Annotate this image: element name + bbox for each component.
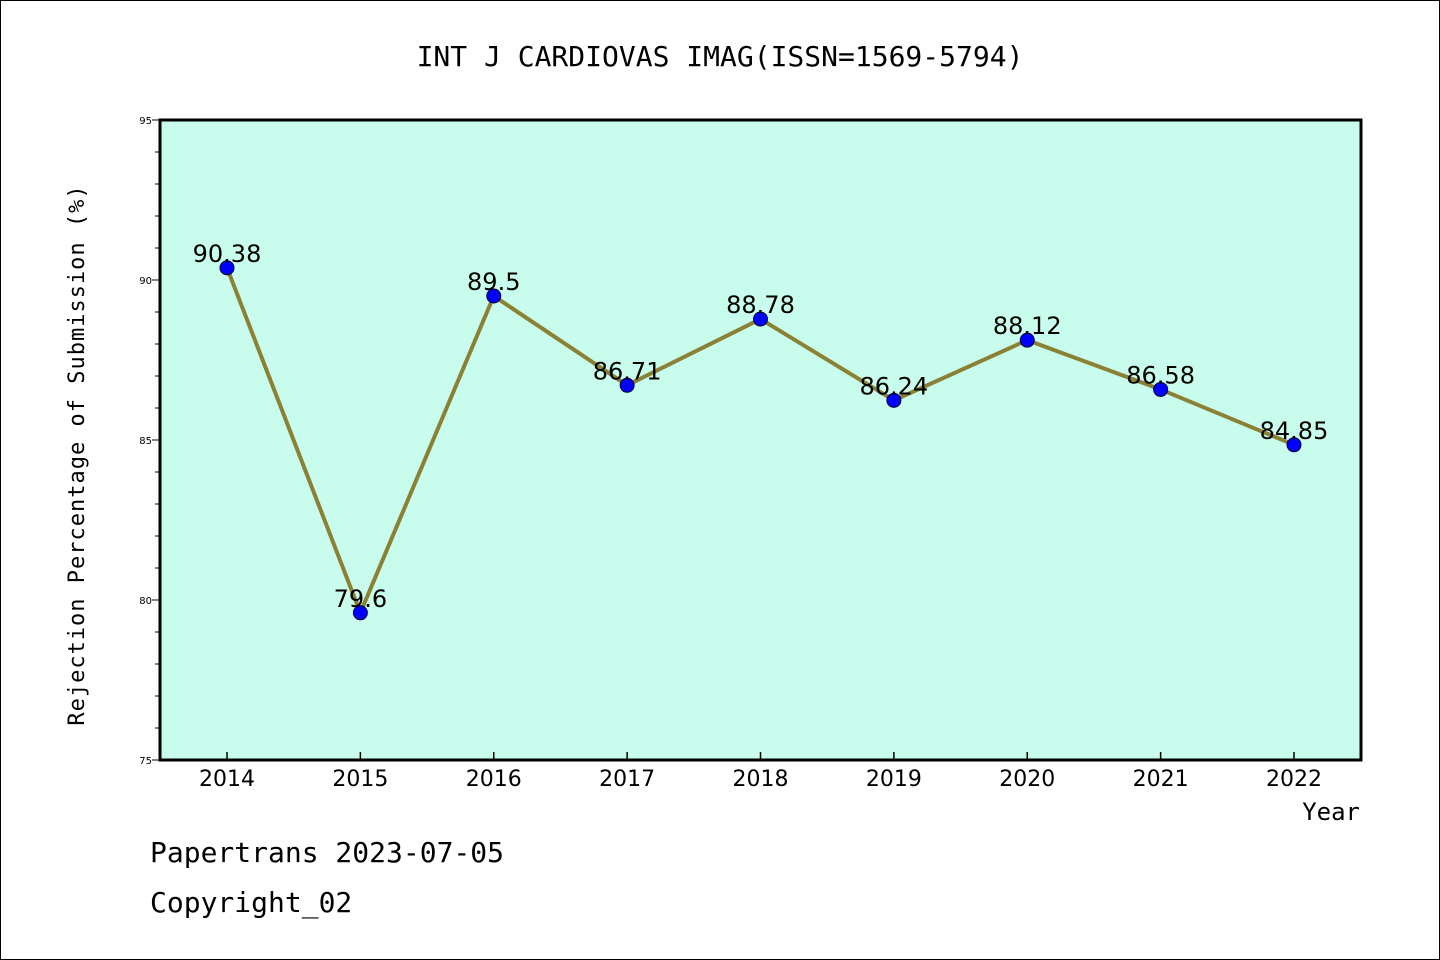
data-point bbox=[1019, 332, 1035, 348]
data-label: 84.85 bbox=[1260, 417, 1329, 445]
x-tick-label: 2017 bbox=[599, 767, 655, 792]
data-point bbox=[486, 288, 502, 304]
plot-area bbox=[158, 118, 1363, 762]
y-axis: 75 80 85 90 95 bbox=[139, 116, 160, 767]
y-tick-label: 80 bbox=[139, 596, 152, 607]
x-tick-label: 2015 bbox=[332, 767, 388, 792]
y-tick-label: 75 bbox=[139, 756, 152, 767]
x-tick-label: 2020 bbox=[999, 767, 1055, 792]
data-label: 89.5 bbox=[467, 268, 520, 296]
data-label: 79.6 bbox=[334, 585, 387, 613]
x-tick-label: 2016 bbox=[466, 767, 522, 792]
data-point bbox=[219, 260, 235, 276]
x-axis: 2014 2015 2016 2017 2018 2019 2020 2021 2022 bbox=[199, 752, 1322, 792]
footer-date: Papertrans 2023-07-05 bbox=[150, 836, 505, 869]
x-tick-label: 2018 bbox=[733, 767, 789, 792]
data-label: 88.12 bbox=[993, 312, 1062, 340]
footer-copyright: Copyright_02 bbox=[150, 886, 353, 919]
x-tick-label: 2019 bbox=[866, 767, 922, 792]
data-point bbox=[753, 311, 768, 327]
data-point bbox=[619, 377, 635, 393]
data-label: 90.38 bbox=[193, 240, 262, 268]
data-label: 86.24 bbox=[860, 372, 929, 400]
data-point bbox=[1153, 381, 1169, 397]
y-tick-label: 95 bbox=[139, 116, 152, 127]
y-tick-label: 90 bbox=[139, 276, 152, 287]
data-label: 86.58 bbox=[1126, 361, 1195, 389]
y-axis-label: Rejection Percentage of Submission (%) bbox=[65, 184, 90, 725]
x-tick-label: 2021 bbox=[1133, 767, 1189, 792]
data-point bbox=[1286, 437, 1302, 453]
data-label: 86.71 bbox=[593, 357, 662, 385]
data-label: 88.78 bbox=[726, 291, 795, 319]
x-axis-label: Year bbox=[1302, 798, 1360, 826]
chart-title: INT J CARDIOVAS IMAG(ISSN=1569-5794) bbox=[417, 40, 1024, 73]
data-point bbox=[352, 605, 368, 621]
data-labels: 90.38 79.6 89.5 86.71 88.78 86.24 88.12 86.58 84… bbox=[193, 240, 1329, 613]
x-tick-label: 2014 bbox=[199, 767, 255, 792]
series-markers bbox=[219, 260, 1302, 621]
y-tick-label: 85 bbox=[139, 436, 152, 447]
x-tick-label: 2022 bbox=[1266, 767, 1322, 792]
data-point bbox=[886, 392, 902, 408]
